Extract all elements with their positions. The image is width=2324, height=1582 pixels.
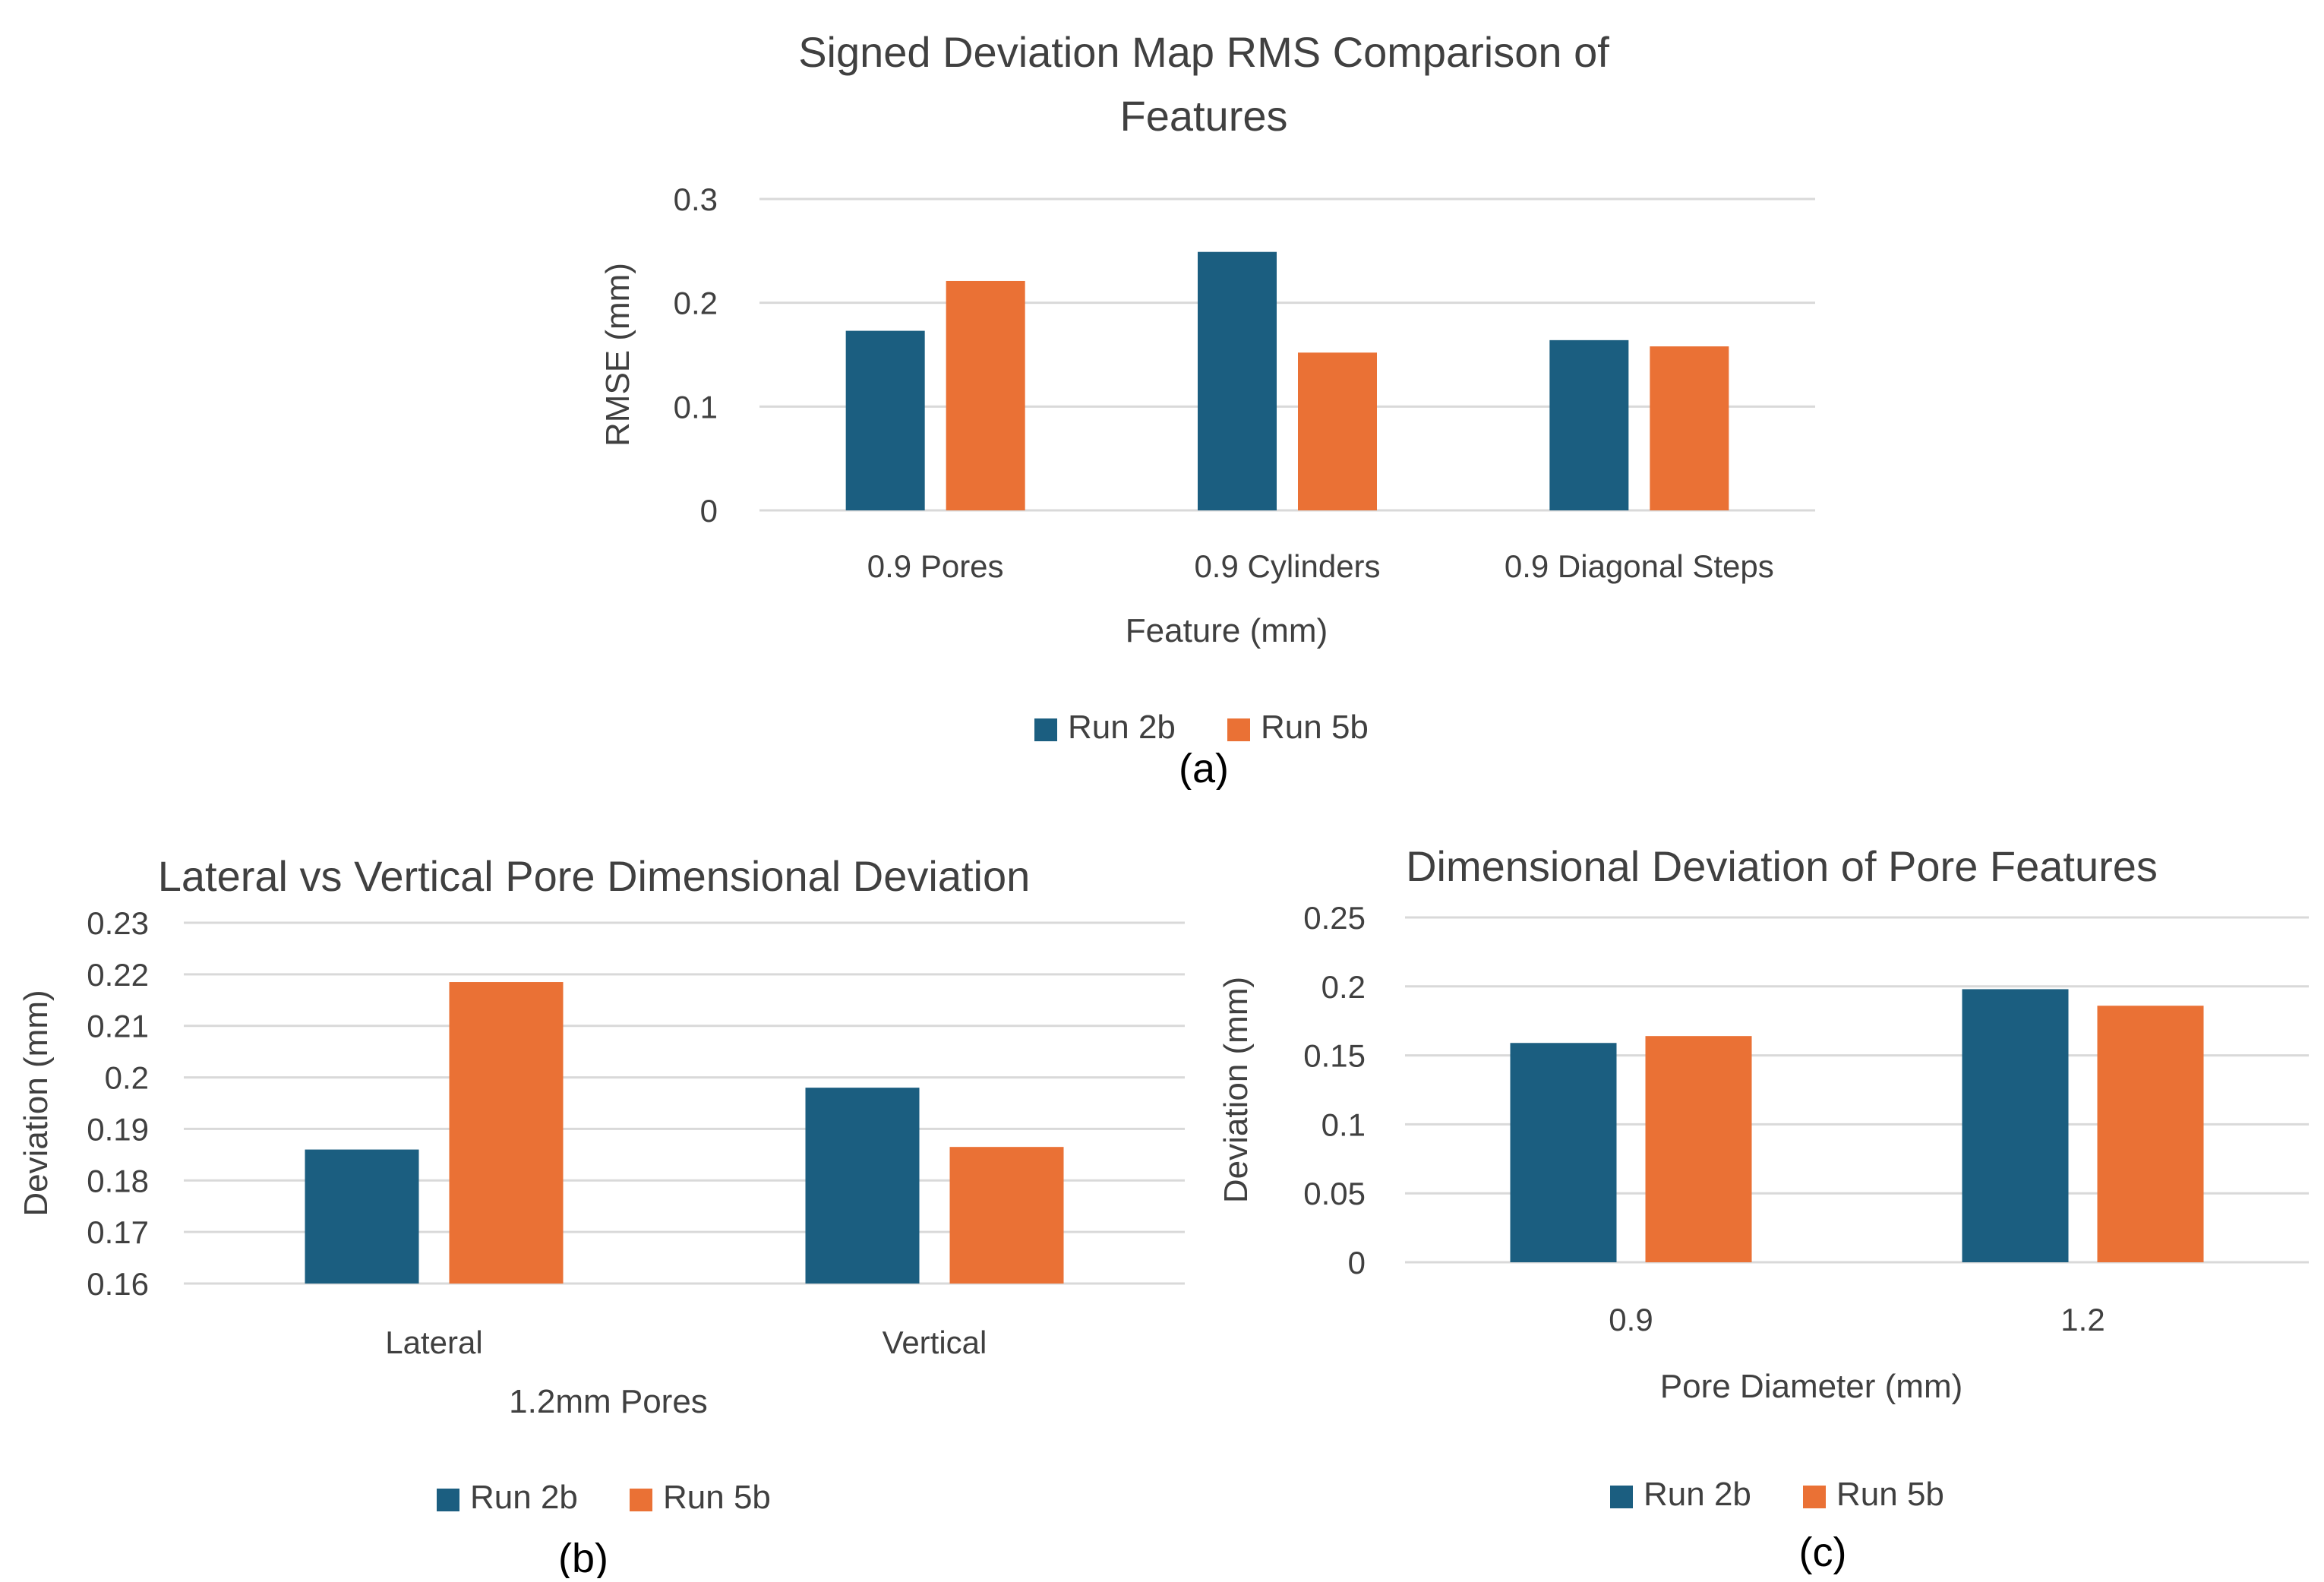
chart-panel-c: Dimensional Deviation of Pore Features 0 0… [1185,790,2324,1578]
bar-run-5b [946,280,1025,510]
chart-c-svg: Dimensional Deviation of Pore Features 0 0… [1217,842,2309,1575]
y-tick-label: 0.2 [105,1060,149,1096]
x-tick-label: 0.9 Pores [867,548,1004,584]
chart-title: Dimensional Deviation of Pore Features [1406,842,2158,890]
y-tick-label: 0.22 [87,957,149,993]
y-tick-label: 0.15 [1303,1038,1366,1074]
bar-run-2b [1962,989,2069,1262]
bar-run-5b [2097,1006,2204,1262]
x-tick-label: 0.9 Cylinders [1194,548,1380,584]
legend-label: Run 2b [470,1479,578,1516]
y-tick-label: 0.23 [87,905,149,941]
legend-label: Run 5b [1261,709,1369,746]
bar-run-2b [1510,1043,1617,1262]
x-axis-title: 1.2mm Pores [509,1383,708,1420]
chart-title: Features [1120,92,1288,140]
bar-run-5b [949,1147,1064,1284]
y-tick-label: 0.21 [87,1009,149,1044]
legend-label: Run 5b [1836,1476,1944,1513]
bar-run-2b [845,330,925,510]
x-axis-title: Feature (mm) [1126,612,1328,649]
legend-swatch-run-5b [1803,1486,1826,1508]
bar-run-5b [1645,1036,1752,1262]
x-tick-label: Vertical [883,1325,987,1360]
legend-swatch-run-2b [1610,1486,1633,1508]
chart-title: Signed Deviation Map RMS Comparison of [798,28,1609,76]
legend-swatch-run-2b [437,1489,459,1511]
x-axis-title: Pore Diameter (mm) [1660,1368,1963,1405]
y-axis-title: RMSE (mm) [599,263,636,447]
panel-caption: (a) [1179,746,1229,790]
y-tick-label: 0.16 [87,1266,149,1302]
y-tick-label: 0.19 [87,1111,149,1147]
y-axis-title: Deviation (mm) [1217,977,1255,1203]
bar-run-2b [305,1149,419,1284]
y-tick-label: 0.17 [87,1214,149,1250]
panel-caption: (b) [558,1536,608,1578]
legend-label: Run 2b [1644,1476,1751,1513]
bar-run-5b [449,982,564,1284]
y-tick-label: 0.05 [1303,1176,1366,1211]
y-tick-label: 0.25 [1303,900,1366,936]
x-tick-label: 1.2 [2060,1302,2105,1337]
x-tick-label: 0.9 [1609,1302,1653,1337]
legend-swatch-run-5b [1227,718,1250,741]
legend-label: Run 2b [1068,709,1176,746]
y-tick-label: 0 [1348,1245,1366,1280]
legend-label: Run 5b [663,1479,771,1516]
y-tick-label: 0.2 [674,286,718,321]
y-tick-label: 0.1 [1321,1107,1366,1142]
chart-title: Lateral vs Vertical Pore Dimensional Dev… [158,852,1031,900]
chart-panel-a: Signed Deviation Map RMS Comparison of Fe… [0,0,2324,791]
bar-run-2b [1198,251,1277,510]
chart-b-svg: Lateral vs Vertical Pore Dimensional Dev… [17,852,1185,1581]
legend-swatch-run-2b [1034,718,1057,741]
y-tick-label: 0.1 [674,389,718,425]
bar-run-5b [1650,346,1729,510]
y-axis-title: Deviation (mm) [17,990,55,1216]
y-tick-label: 0.18 [87,1163,149,1198]
chart-a-svg: Signed Deviation Map RMS Comparison of Fe… [599,28,1815,791]
chart-panel-b: Lateral vs Vertical Pore Dimensional Dev… [0,790,1185,1581]
y-tick-label: 0.3 [674,182,718,217]
y-tick-label: 0.2 [1321,969,1366,1005]
bar-run-2b [1549,339,1629,510]
x-tick-label: 0.9 Diagonal Steps [1505,548,1774,584]
bar-run-2b [805,1088,920,1284]
y-tick-label: 0 [700,493,718,529]
legend-swatch-run-5b [630,1489,652,1511]
x-tick-label: Lateral [385,1325,482,1360]
bar-run-5b [1298,352,1377,510]
panel-caption: (c) [1799,1530,1847,1575]
